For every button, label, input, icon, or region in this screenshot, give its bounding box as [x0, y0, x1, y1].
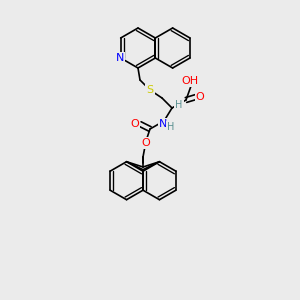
- Text: N: N: [159, 119, 167, 129]
- Text: OH: OH: [182, 76, 199, 86]
- Text: S: S: [146, 85, 154, 95]
- Text: O: O: [142, 138, 150, 148]
- Text: N: N: [116, 53, 124, 63]
- Text: H: H: [167, 122, 175, 132]
- Text: O: O: [130, 119, 140, 129]
- Text: O: O: [196, 92, 204, 102]
- Text: H: H: [175, 100, 183, 110]
